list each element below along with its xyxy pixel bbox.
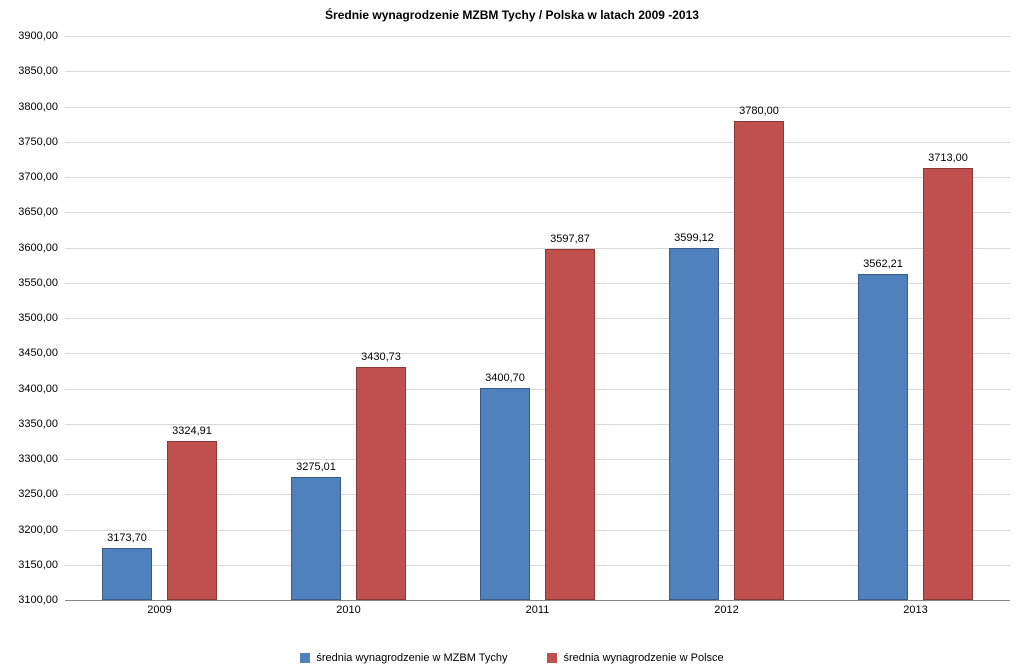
data-label: 3599,12 bbox=[674, 232, 714, 244]
legend-item-series-1: średnia wynagrodzenie w MZBM Tychy bbox=[300, 652, 507, 664]
y-tick-label: 3500,00 bbox=[18, 312, 58, 324]
y-tick-label: 3600,00 bbox=[18, 242, 58, 254]
y-tick-label: 3750,00 bbox=[18, 136, 58, 148]
legend-label-1: średnia wynagrodzenie w MZBM Tychy bbox=[316, 652, 507, 664]
data-label: 3780,00 bbox=[739, 105, 779, 117]
grid-line bbox=[65, 248, 1010, 249]
grid-line bbox=[65, 600, 1010, 601]
x-tick-label: 2012 bbox=[714, 604, 738, 616]
data-label: 3324,91 bbox=[172, 425, 212, 437]
x-tick-label: 2013 bbox=[903, 604, 927, 616]
legend: średnia wynagrodzenie w MZBM Tychy średn… bbox=[0, 652, 1024, 664]
bar bbox=[356, 367, 406, 600]
bar bbox=[545, 249, 595, 600]
legend-swatch-1 bbox=[300, 653, 310, 663]
legend-swatch-2 bbox=[547, 653, 557, 663]
bar bbox=[923, 168, 973, 600]
grid-line bbox=[65, 212, 1010, 213]
y-tick-label: 3100,00 bbox=[18, 594, 58, 606]
x-tick-label: 2010 bbox=[336, 604, 360, 616]
bar bbox=[102, 548, 152, 600]
data-label: 3562,21 bbox=[863, 258, 903, 270]
y-tick-label: 3350,00 bbox=[18, 418, 58, 430]
legend-label-2: średnia wynagrodzenie w Polsce bbox=[563, 652, 723, 664]
data-label: 3173,70 bbox=[107, 532, 147, 544]
bar bbox=[734, 121, 784, 600]
bar bbox=[167, 441, 217, 600]
legend-item-series-2: średnia wynagrodzenie w Polsce bbox=[547, 652, 723, 664]
bar bbox=[480, 388, 530, 600]
data-label: 3275,01 bbox=[296, 461, 336, 473]
bar bbox=[669, 248, 719, 600]
y-tick-label: 3400,00 bbox=[18, 383, 58, 395]
bar bbox=[858, 274, 908, 600]
y-tick-label: 3700,00 bbox=[18, 171, 58, 183]
data-label: 3400,70 bbox=[485, 372, 525, 384]
grid-line bbox=[65, 36, 1010, 37]
x-tick-label: 2009 bbox=[147, 604, 171, 616]
grid-line bbox=[65, 177, 1010, 178]
y-tick-label: 3300,00 bbox=[18, 453, 58, 465]
grid-line bbox=[65, 142, 1010, 143]
y-tick-label: 3450,00 bbox=[18, 347, 58, 359]
y-tick-label: 3550,00 bbox=[18, 277, 58, 289]
y-axis: 3100,003150,003200,003250,003300,003350,… bbox=[0, 36, 62, 592]
y-tick-label: 3250,00 bbox=[18, 488, 58, 500]
y-tick-label: 3800,00 bbox=[18, 101, 58, 113]
x-tick-label: 2011 bbox=[526, 604, 550, 616]
data-label: 3713,00 bbox=[928, 152, 968, 164]
data-label: 3597,87 bbox=[550, 233, 590, 245]
data-label: 3430,73 bbox=[361, 351, 401, 363]
y-tick-label: 3900,00 bbox=[18, 30, 58, 42]
y-tick-label: 3650,00 bbox=[18, 206, 58, 218]
y-tick-label: 3200,00 bbox=[18, 524, 58, 536]
y-tick-label: 3150,00 bbox=[18, 559, 58, 571]
chart-title: Średnie wynagrodzenie MZBM Tychy / Polsk… bbox=[0, 8, 1024, 22]
grid-line bbox=[65, 107, 1010, 108]
grid-line bbox=[65, 71, 1010, 72]
bar bbox=[291, 477, 341, 600]
y-tick-label: 3850,00 bbox=[18, 65, 58, 77]
